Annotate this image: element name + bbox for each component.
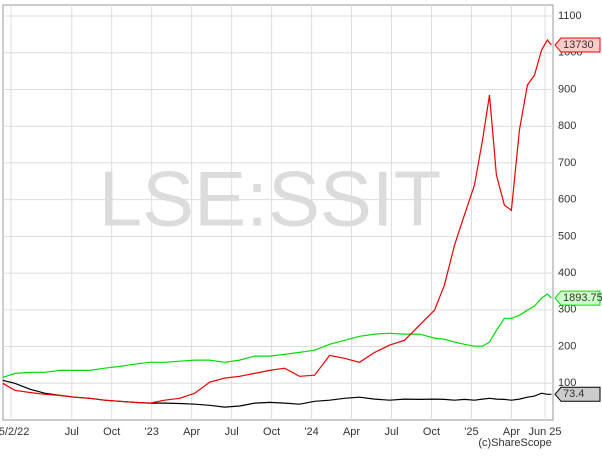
watermark: LSE:SSIT	[99, 155, 441, 243]
price-line	[2, 38, 552, 404]
x-tick-label: '25	[464, 426, 478, 438]
x-tick-label: Apr	[503, 426, 520, 438]
end-label-box	[554, 386, 601, 402]
end-label: 73.4	[563, 388, 584, 400]
y-tick-label: 900	[558, 83, 576, 95]
end-label-box	[554, 37, 601, 53]
x-tick-label: 15/2/22	[0, 426, 29, 438]
x-tick-label: '23	[145, 426, 159, 438]
y-tick-label: 300	[558, 304, 576, 316]
x-tick-label: Jul	[225, 426, 239, 438]
end-label: 13730	[563, 39, 594, 51]
plot-area	[2, 4, 554, 421]
y-tick-label: 700	[558, 157, 576, 169]
credit: (c)ShareScope	[478, 437, 551, 449]
x-tick-label: Oct	[263, 426, 280, 438]
y-tick-label: 400	[558, 267, 576, 279]
x-tick-label: Oct	[423, 426, 440, 438]
y-tick-label: 800	[558, 120, 576, 132]
y-tick-label: 600	[558, 194, 576, 206]
x-tick-label: Oct	[103, 426, 120, 438]
x-tick-label: Apr	[343, 426, 360, 438]
x-tick-label: Jul	[65, 426, 79, 438]
y-tick-label: 200	[558, 340, 576, 352]
x-tick-label: '24	[304, 426, 318, 438]
y-tick-label: 1100	[558, 10, 582, 22]
price-line	[2, 293, 552, 378]
y-tick-label: 100	[558, 377, 576, 389]
end-label-box	[554, 290, 601, 306]
x-tick-label: Apr	[183, 426, 200, 438]
y-tick-label: 500	[558, 230, 576, 242]
x-tick-label: Jul	[384, 426, 398, 438]
x-tick-label: Jun 25	[528, 426, 561, 438]
end-label: 1893.75	[563, 292, 602, 304]
